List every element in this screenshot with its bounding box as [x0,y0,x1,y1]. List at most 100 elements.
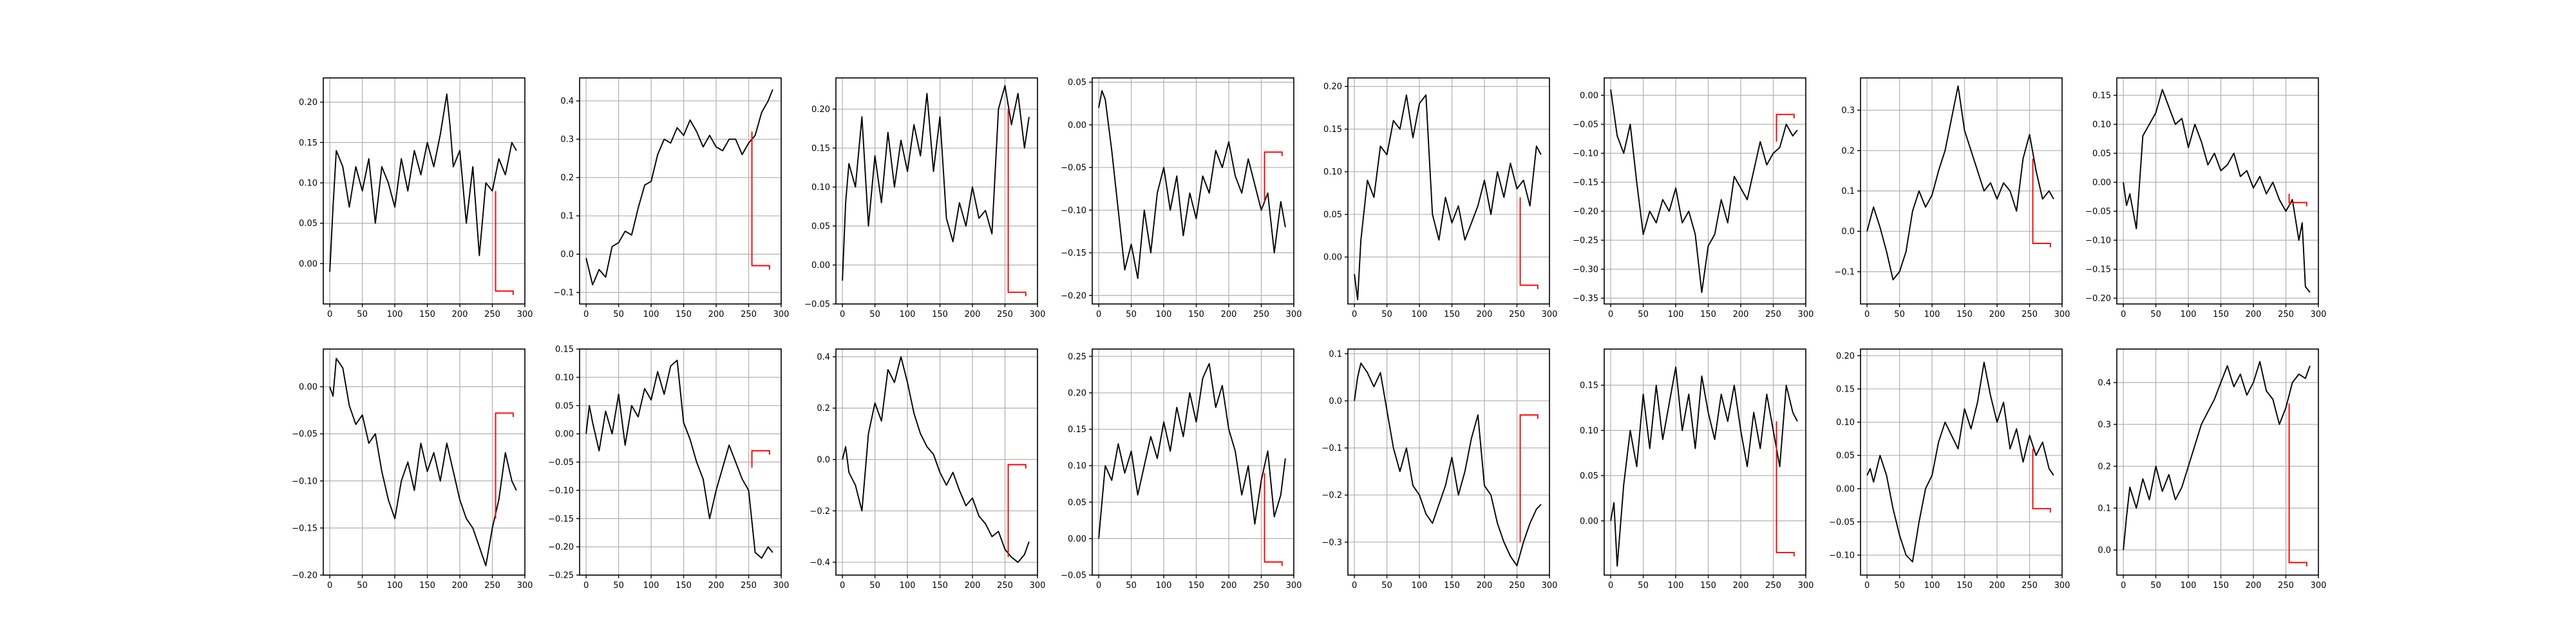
x-tick-label: 50 [2150,310,2161,319]
x-tick-label: 250 [997,581,1013,591]
x-tick-label: 50 [2150,581,2161,591]
y-tick-label: 0.15 [299,138,317,148]
y-tick-label: 0.00 [2092,178,2111,188]
subplot-11: 0 50 100 150 200 250 300 −0.4 −0.2 0.0 0.2 0.4 [810,348,1045,591]
y-tick-label: 0.10 [1836,418,1855,428]
series-line [329,93,517,272]
x-tick-label: 200 [965,581,981,591]
y-tick-label: 0.3 [560,135,574,145]
x-tick-label: 250 [484,310,500,319]
y-tick-label: −0.35 [1573,294,1598,304]
y-tick-label: 0.4 [560,97,574,106]
y-tick-label: 0.05 [2092,149,2111,159]
x-tick-label: 100 [643,310,659,319]
x-tick-label: 300 [1286,310,1302,319]
x-tick-label: 150 [932,310,948,319]
series-line [1866,361,2054,563]
x-tick-label: 100 [387,310,403,319]
series-line [1610,366,1798,567]
axes-frame [579,77,782,305]
y-tick-label: −0.1 [553,289,574,298]
y-tick-label: 0.15 [811,144,830,153]
axes-frame [1347,77,1550,305]
x-tick-label: 300 [517,581,533,591]
axes-frame [2116,348,2319,576]
x-tick-label: 250 [2278,310,2294,319]
subplot-16: 0 50 100 150 200 250 300 0.0 0.1 0.2 0.3 0.4 [2098,348,2327,591]
y-tick-label: −0.10 [1573,149,1598,159]
x-tick-label: 300 [517,310,533,319]
y-tick-label: 0.20 [1068,388,1086,398]
x-tick-label: 250 [2022,310,2038,319]
x-tick-label: 50 [1381,581,1392,591]
x-tick-label: 50 [1381,310,1392,319]
x-tick-label: 50 [869,581,880,591]
x-tick-label: 100 [1668,310,1684,319]
y-tick-label: 0.3 [2098,421,2111,430]
y-tick-label: 0.00 [1068,120,1086,130]
x-tick-label: 50 [869,310,880,319]
x-tick-label: 250 [741,581,757,591]
y-tick-label: 0.15 [1836,384,1855,394]
x-tick-label: 200 [1221,310,1237,319]
x-tick-label: 300 [2054,310,2070,319]
y-tick-label: 0.00 [811,261,830,270]
axes-frame [1092,77,1294,305]
x-tick-label: 50 [357,310,368,319]
x-tick-label: 100 [387,581,403,591]
x-tick-label: 0 [2121,310,2126,319]
highlight-step-line [1519,197,1539,289]
x-tick-label: 200 [1733,310,1749,319]
x-tick-label: 300 [1798,310,1814,319]
y-tick-label: 0.00 [1323,253,1342,263]
y-tick-label: 0.0 [817,455,830,465]
y-tick-label: −0.05 [1829,518,1855,527]
y-tick-label: −0.05 [1061,164,1086,173]
x-tick-label: 200 [708,310,724,319]
y-tick-label: −0.10 [1061,206,1086,216]
series-line [1866,85,2054,281]
y-tick-label: 0.3 [1841,106,1855,116]
y-tick-label: 0.4 [2098,379,2111,388]
x-tick-label: 100 [1412,310,1428,319]
y-tick-label: 0.10 [1068,462,1086,471]
x-tick-label: 300 [1542,581,1558,591]
y-tick-label: −0.05 [292,430,317,439]
y-tick-label: 0.05 [555,401,574,411]
x-tick-label: 300 [773,310,790,319]
y-tick-label: 0.00 [299,383,317,392]
y-tick-label: 0.00 [555,430,574,439]
x-tick-label: 100 [643,581,659,591]
y-tick-label: 0.0 [1841,227,1855,237]
x-tick-label: 100 [1412,581,1428,591]
x-tick-label: 150 [676,310,692,319]
x-tick-label: 0 [1608,310,1613,319]
x-tick-label: 150 [932,581,948,591]
y-tick-label: −0.20 [1573,207,1598,217]
y-tick-label: 0.10 [555,373,574,383]
y-tick-label: −0.1 [1834,267,1855,277]
x-tick-label: 200 [965,310,981,319]
y-tick-label: −0.05 [2085,207,2111,217]
highlight-step-line [495,191,514,295]
x-tick-label: 50 [1126,581,1137,591]
highlight-step-line [1264,151,1283,202]
highlight-step-line [1519,414,1539,542]
highlight-step-line [1776,113,1795,142]
y-tick-label: 0.4 [817,352,830,362]
y-tick-label: −0.05 [548,458,574,468]
axes-frame [1860,348,2063,576]
x-tick-label: 50 [1638,581,1649,591]
y-tick-label: 0.05 [299,219,317,229]
x-tick-label: 200 [1221,581,1237,591]
y-tick-label: 0.10 [299,178,317,188]
y-tick-label: −0.05 [804,300,830,310]
x-tick-label: 200 [1989,310,2005,319]
x-tick-label: 250 [2278,581,2294,591]
x-tick-label: 300 [2311,581,2327,591]
x-tick-label: 250 [1765,581,1781,591]
y-tick-label: 0.20 [1323,82,1342,92]
subplot-8: 0 50 100 150 200 250 300 −0.20 −0.15 −0.10 −0.05 0.… [2085,77,2326,319]
x-tick-label: 0 [840,310,845,319]
